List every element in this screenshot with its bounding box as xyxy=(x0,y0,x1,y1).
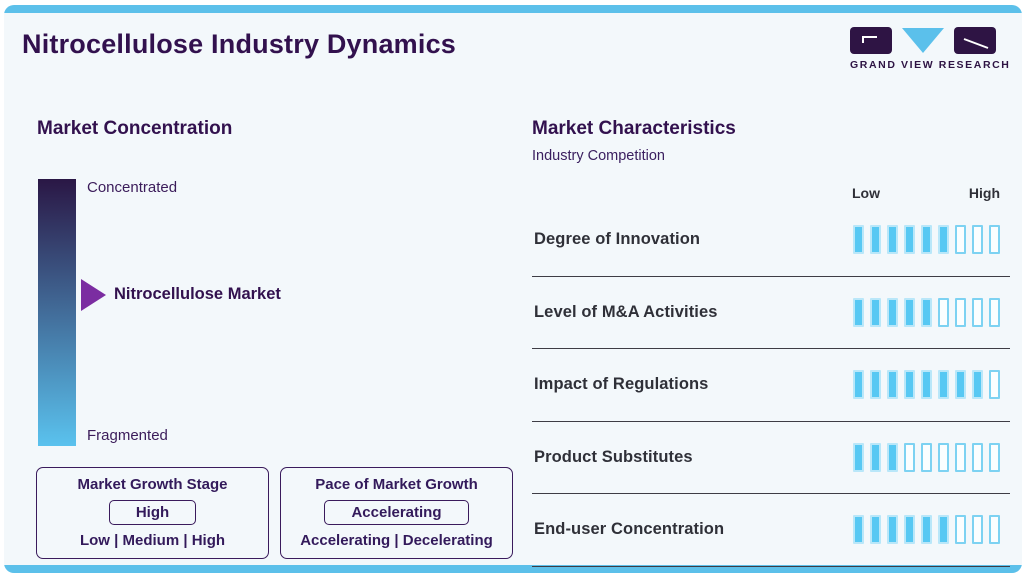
rating-bar-filled xyxy=(870,297,881,327)
rating-bars xyxy=(853,370,1000,400)
rating-bar-empty xyxy=(955,515,966,545)
rating-bars xyxy=(853,297,1000,327)
market-pointer-arrow-icon xyxy=(81,279,106,311)
rating-bars xyxy=(853,442,1000,472)
characteristic-row: Degree of Innovation xyxy=(532,204,1010,277)
rating-bar-filled xyxy=(955,370,966,400)
rating-bar-empty xyxy=(955,225,966,255)
bottom-accent-strip xyxy=(4,565,1022,573)
rating-bar-filled xyxy=(921,225,932,255)
characteristic-label: Product Substitutes xyxy=(534,447,693,466)
rating-bars xyxy=(853,225,1000,255)
page-title: Nitrocellulose Industry Dynamics xyxy=(22,29,457,59)
growth-box-options: Accelerating | Decelerating xyxy=(300,532,493,549)
characteristic-row: Impact of Regulations xyxy=(532,349,1010,422)
rating-bar-filled xyxy=(921,515,932,545)
concentrated-label: Concentrated xyxy=(87,179,178,196)
market-pointer-label: Nitrocellulose Market xyxy=(114,285,281,303)
rating-bar-filled xyxy=(921,297,932,327)
rating-bar-filled xyxy=(938,515,949,545)
rating-bar-empty xyxy=(989,515,1000,545)
top-accent-strip xyxy=(4,5,1022,13)
growth-box-selected-value: High xyxy=(108,500,197,525)
growth-boxes: Market Growth Stage High Low | Medium | … xyxy=(36,467,513,559)
characteristic-label: Level of M&A Activities xyxy=(534,302,718,321)
rating-bar-filled xyxy=(904,370,915,400)
card: Nitrocellulose Industry Dynamics GRAND V… xyxy=(4,5,1022,573)
rating-bar-empty xyxy=(904,442,915,472)
rating-bar-empty xyxy=(938,297,949,327)
rating-bar-filled xyxy=(904,515,915,545)
rating-bar-filled xyxy=(853,515,864,545)
rating-bar-filled xyxy=(972,370,983,400)
rating-bar-empty xyxy=(972,515,983,545)
rating-bar-empty xyxy=(955,442,966,472)
characteristic-row: Level of M&A Activities xyxy=(532,277,1010,349)
rating-bar-filled xyxy=(887,225,898,255)
rating-bar-empty xyxy=(955,297,966,327)
rating-bar-empty xyxy=(989,225,1000,255)
rating-bar-filled xyxy=(870,370,881,400)
rating-bar-empty xyxy=(989,370,1000,400)
rating-bar-empty xyxy=(989,442,1000,472)
rating-bar-filled xyxy=(938,370,949,400)
rating-bar-filled xyxy=(853,297,864,327)
brand-logo: GRAND VIEW RESEARCH xyxy=(850,27,1011,71)
concentration-gradient-bar xyxy=(38,179,76,446)
rating-bar-empty xyxy=(938,442,949,472)
characteristics-rows: Degree of Innovation Level of M&A Activi… xyxy=(532,204,1010,567)
rating-bar-filled xyxy=(887,370,898,400)
rating-bar-filled xyxy=(853,225,864,255)
rating-bar-empty xyxy=(972,225,983,255)
rating-bar-filled xyxy=(938,225,949,255)
logo-g-block-icon xyxy=(850,27,892,54)
characteristic-row: End-user Concentration xyxy=(532,494,1010,567)
characteristic-label: Degree of Innovation xyxy=(534,230,701,249)
market-concentration-title: Market Concentration xyxy=(37,118,233,139)
pace-of-growth-box: Pace of Market Growth Accelerating Accel… xyxy=(280,467,513,559)
rating-bar-filled xyxy=(887,515,898,545)
fragmented-label: Fragmented xyxy=(87,427,168,444)
rating-bar-empty xyxy=(972,442,983,472)
brand-name: GRAND VIEW RESEARCH xyxy=(850,59,1011,71)
rating-bars xyxy=(853,515,1000,545)
characteristic-row: Product Substitutes xyxy=(532,422,1010,494)
rating-bar-filled xyxy=(921,370,932,400)
scale-track: Low High xyxy=(852,185,1000,201)
characteristic-label: Impact of Regulations xyxy=(534,375,709,394)
rating-bar-filled xyxy=(904,225,915,255)
rating-bar-filled xyxy=(887,297,898,327)
rating-bar-empty xyxy=(921,442,932,472)
scale-high-label: High xyxy=(968,185,1000,201)
market-growth-stage-box: Market Growth Stage High Low | Medium | … xyxy=(36,467,269,559)
rating-bar-filled xyxy=(904,297,915,327)
rating-bar-filled xyxy=(870,515,881,545)
market-characteristics-section: Market Characteristics Industry Competit… xyxy=(532,118,1010,567)
rating-bar-filled xyxy=(853,442,864,472)
rating-bar-filled xyxy=(887,442,898,472)
growth-box-title: Market Growth Stage xyxy=(77,476,228,493)
rating-bar-filled xyxy=(853,370,864,400)
industry-competition-subtitle: Industry Competition xyxy=(532,148,665,164)
growth-box-selected-value: Accelerating xyxy=(324,500,469,525)
rating-bar-empty xyxy=(989,297,1000,327)
gvr-logo-icon xyxy=(850,27,996,55)
scale-header: Low High xyxy=(532,185,1010,201)
logo-r-block-icon xyxy=(954,27,996,54)
growth-box-title: Pace of Market Growth xyxy=(315,476,478,493)
rating-bar-filled xyxy=(870,442,881,472)
scale-low-label: Low xyxy=(852,185,880,201)
logo-v-triangle-icon xyxy=(902,28,944,53)
rating-bar-filled xyxy=(870,225,881,255)
growth-box-options: Low | Medium | High xyxy=(79,532,226,549)
characteristic-label: End-user Concentration xyxy=(534,520,725,539)
market-characteristics-title: Market Characteristics xyxy=(532,118,736,139)
rating-bar-empty xyxy=(972,297,983,327)
